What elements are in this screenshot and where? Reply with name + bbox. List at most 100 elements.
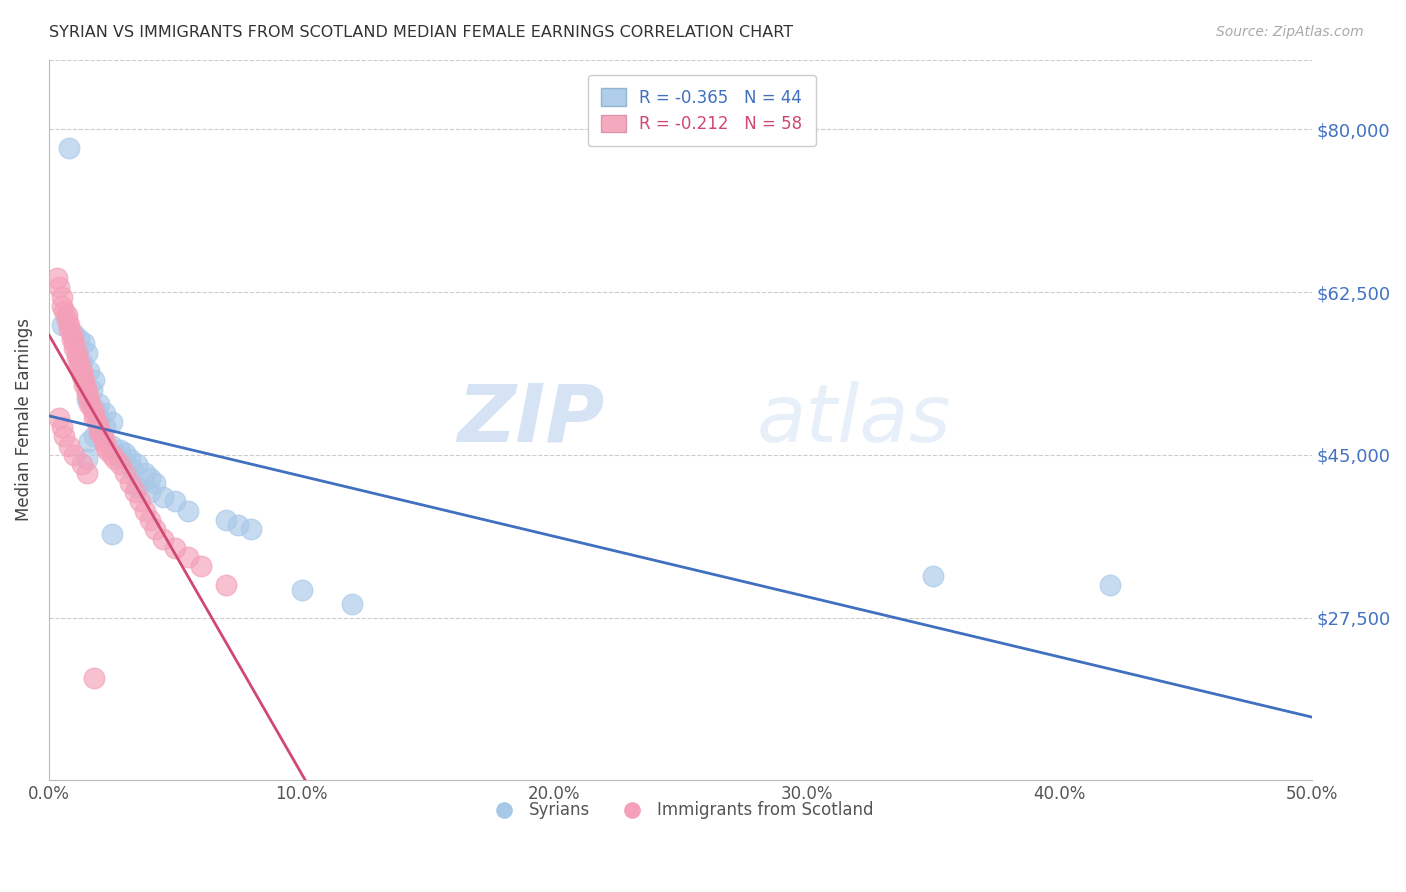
Point: [215, 513, 238, 527]
Point: [83, 401, 105, 416]
Point: [139, 513, 162, 527]
Point: [83, 429, 105, 443]
Point: [79, 392, 101, 406]
Point: [55, 313, 77, 327]
Point: [127, 457, 149, 471]
Point: [165, 541, 187, 555]
Point: [134, 467, 156, 481]
Point: [76, 467, 98, 481]
Point: [63, 326, 86, 341]
Text: Source: ZipAtlas.com: Source: ZipAtlas.com: [1216, 25, 1364, 39]
Point: [108, 443, 131, 458]
Point: [58, 318, 80, 332]
Point: [51, 420, 73, 434]
Point: [228, 517, 250, 532]
Point: [48, 280, 70, 294]
Point: [89, 420, 111, 434]
Text: atlas: atlas: [756, 381, 950, 459]
Point: [66, 345, 89, 359]
Point: [121, 462, 143, 476]
Point: [58, 322, 80, 336]
Point: [73, 373, 96, 387]
Point: [1098, 578, 1121, 592]
Point: [76, 392, 98, 406]
Point: [240, 522, 263, 536]
Point: [45, 271, 67, 285]
Point: [89, 425, 111, 439]
Point: [129, 494, 152, 508]
Point: [108, 457, 131, 471]
Point: [53, 303, 76, 318]
Point: [152, 490, 174, 504]
Point: [80, 401, 103, 416]
Point: [79, 397, 101, 411]
Point: [93, 406, 115, 420]
Point: [340, 597, 363, 611]
Point: [139, 471, 162, 485]
Point: [58, 141, 80, 155]
Point: [104, 452, 127, 467]
Point: [108, 450, 131, 464]
Point: [127, 480, 149, 494]
Point: [63, 341, 86, 355]
Point: [114, 446, 136, 460]
Point: [143, 522, 166, 536]
Point: [83, 406, 105, 420]
Point: [58, 438, 80, 452]
Legend: Syrians, Immigrants from Scotland: Syrians, Immigrants from Scotland: [481, 795, 880, 826]
Point: [101, 415, 124, 429]
Point: [89, 425, 111, 439]
Text: ZIP: ZIP: [457, 381, 605, 459]
Point: [76, 452, 98, 467]
Point: [60, 332, 83, 346]
Point: [86, 415, 108, 429]
Point: [922, 568, 945, 582]
Point: [79, 364, 101, 378]
Point: [70, 368, 93, 383]
Point: [114, 467, 136, 481]
Point: [63, 448, 86, 462]
Point: [83, 373, 105, 387]
Point: [51, 290, 73, 304]
Point: [93, 438, 115, 452]
Point: [190, 559, 212, 574]
Point: [124, 485, 146, 500]
Point: [76, 383, 98, 397]
Point: [70, 364, 93, 378]
Point: [177, 550, 200, 565]
Point: [89, 410, 111, 425]
Point: [134, 503, 156, 517]
Point: [91, 429, 114, 443]
Point: [80, 383, 103, 397]
Point: [79, 434, 101, 448]
Point: [83, 410, 105, 425]
Point: [118, 452, 141, 467]
Point: [51, 299, 73, 313]
Point: [48, 410, 70, 425]
Text: SYRIAN VS IMMIGRANTS FROM SCOTLAND MEDIAN FEMALE EARNINGS CORRELATION CHART: SYRIAN VS IMMIGRANTS FROM SCOTLAND MEDIA…: [49, 25, 793, 40]
Point: [73, 378, 96, 392]
Point: [215, 578, 238, 592]
Point: [66, 350, 89, 364]
Point: [139, 485, 162, 500]
Point: [76, 387, 98, 401]
Point: [96, 443, 118, 458]
Point: [51, 318, 73, 332]
Y-axis label: Median Female Earnings: Median Female Earnings: [15, 318, 32, 522]
Point: [67, 332, 90, 346]
Point: [70, 457, 93, 471]
Point: [67, 359, 90, 374]
Point: [93, 420, 115, 434]
Point: [101, 438, 124, 452]
Point: [60, 326, 83, 341]
Point: [76, 345, 98, 359]
Point: [67, 355, 90, 369]
Point: [73, 336, 96, 351]
Point: [55, 309, 77, 323]
Point: [101, 448, 124, 462]
Point: [118, 475, 141, 490]
Point: [101, 527, 124, 541]
Point: [53, 429, 76, 443]
Point: [93, 434, 115, 448]
Point: [63, 336, 86, 351]
